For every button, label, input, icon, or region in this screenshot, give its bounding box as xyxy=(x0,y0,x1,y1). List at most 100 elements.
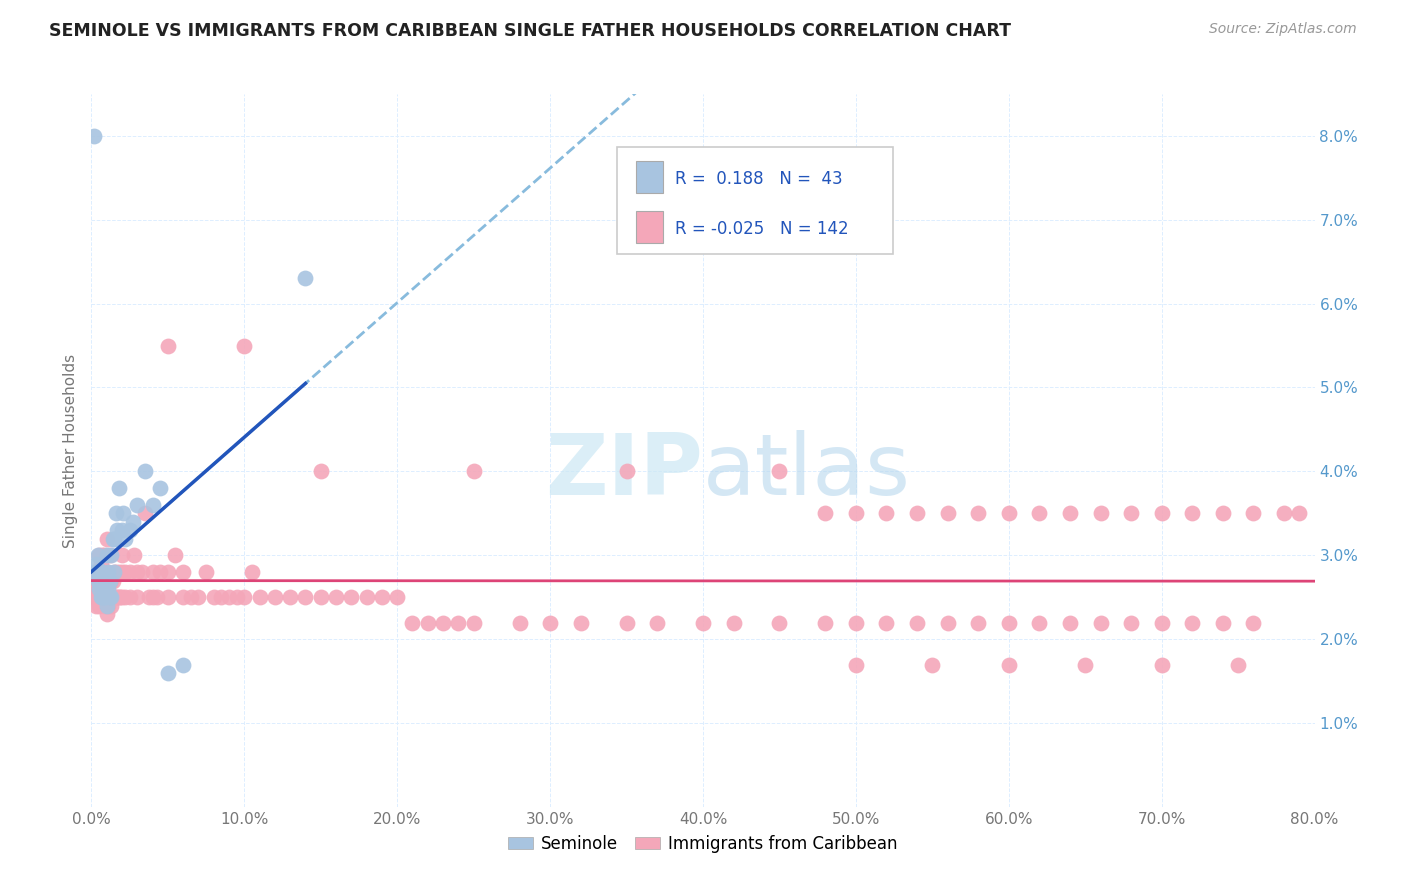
Point xyxy=(294,271,316,285)
Point xyxy=(146,591,169,605)
Bar xyxy=(636,161,662,193)
Point xyxy=(905,507,928,521)
Point xyxy=(83,565,105,579)
Point xyxy=(101,591,124,605)
Point xyxy=(91,591,114,605)
Point xyxy=(538,615,561,630)
Point xyxy=(187,591,209,605)
Text: ZIP: ZIP xyxy=(546,430,703,514)
Point xyxy=(127,498,149,512)
Text: R = -0.025   N = 142: R = -0.025 N = 142 xyxy=(675,219,848,237)
Point xyxy=(149,565,172,579)
Point xyxy=(1288,507,1310,521)
Point xyxy=(998,657,1021,672)
Point xyxy=(1090,615,1112,630)
Point xyxy=(90,591,112,605)
Point xyxy=(463,615,485,630)
Point xyxy=(1121,507,1143,521)
Point xyxy=(172,591,194,605)
Point xyxy=(94,591,117,605)
Point xyxy=(845,507,868,521)
Point xyxy=(114,591,136,605)
Point xyxy=(108,565,131,579)
Point xyxy=(96,591,118,605)
FancyBboxPatch shape xyxy=(617,147,893,254)
Point xyxy=(165,549,187,563)
Point xyxy=(195,565,218,579)
Point xyxy=(97,599,120,613)
Point xyxy=(114,565,136,579)
Point xyxy=(93,549,115,563)
Point xyxy=(96,549,118,563)
Point xyxy=(86,549,108,563)
Point xyxy=(90,574,112,588)
Point xyxy=(111,591,134,605)
Point xyxy=(723,615,745,630)
Point xyxy=(110,591,132,605)
Point xyxy=(905,615,928,630)
Point xyxy=(118,565,141,579)
Point xyxy=(1243,615,1265,630)
Point xyxy=(1272,507,1295,521)
Point xyxy=(91,565,114,579)
Point xyxy=(156,565,179,579)
Point xyxy=(98,574,121,588)
Point xyxy=(82,582,104,596)
Point xyxy=(86,574,108,588)
Point xyxy=(87,549,110,563)
Point xyxy=(84,557,107,571)
Point xyxy=(87,591,110,605)
Point xyxy=(156,338,179,352)
Point xyxy=(100,574,122,588)
Point xyxy=(814,507,837,521)
Point xyxy=(645,615,668,630)
Point xyxy=(921,657,943,672)
Text: Source: ZipAtlas.com: Source: ZipAtlas.com xyxy=(1209,22,1357,37)
Point xyxy=(114,532,136,546)
Point xyxy=(309,591,332,605)
Point xyxy=(936,615,959,630)
Bar xyxy=(636,211,662,243)
Point xyxy=(569,615,592,630)
Point xyxy=(98,549,121,563)
Point xyxy=(97,574,120,588)
Point xyxy=(94,599,117,613)
Legend: Seminole, Immigrants from Caribbean: Seminole, Immigrants from Caribbean xyxy=(502,829,904,860)
Point xyxy=(93,591,115,605)
Point xyxy=(141,565,163,579)
Point xyxy=(104,507,127,521)
Point xyxy=(385,591,409,605)
Point xyxy=(100,549,122,563)
Point xyxy=(616,465,638,479)
Point xyxy=(96,607,118,622)
Point xyxy=(692,615,714,630)
Point xyxy=(100,599,122,613)
Point xyxy=(1150,615,1173,630)
Text: SEMINOLE VS IMMIGRANTS FROM CARIBBEAN SINGLE FATHER HOUSEHOLDS CORRELATION CHART: SEMINOLE VS IMMIGRANTS FROM CARIBBEAN SI… xyxy=(49,22,1011,40)
Point xyxy=(156,665,179,680)
Point xyxy=(180,591,202,605)
Point xyxy=(845,615,868,630)
Point xyxy=(90,591,112,605)
Point xyxy=(97,582,120,596)
Point xyxy=(509,615,531,630)
Point xyxy=(94,582,117,596)
Point xyxy=(1181,507,1204,521)
Point xyxy=(93,565,115,579)
Point xyxy=(1059,507,1081,521)
Point xyxy=(616,615,638,630)
Point xyxy=(138,591,160,605)
Point xyxy=(1074,657,1097,672)
Point xyxy=(91,574,114,588)
Point xyxy=(141,498,163,512)
Point xyxy=(1212,507,1234,521)
Point xyxy=(1181,615,1204,630)
Point xyxy=(278,591,301,605)
Point xyxy=(91,591,114,605)
Point xyxy=(93,574,115,588)
Point xyxy=(103,591,125,605)
Point xyxy=(998,507,1021,521)
Point xyxy=(447,615,470,630)
Point xyxy=(814,615,837,630)
Point xyxy=(416,615,439,630)
